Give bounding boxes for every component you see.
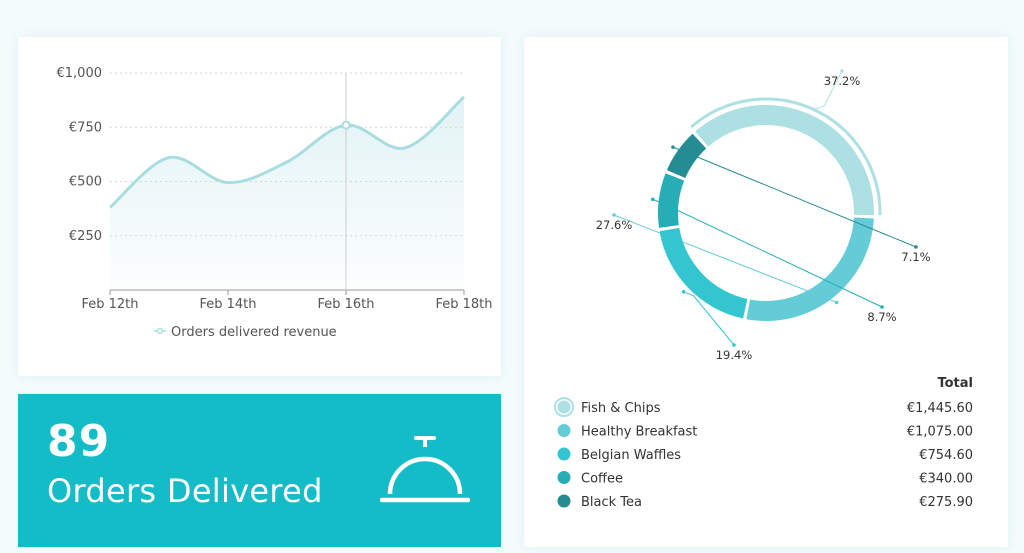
orders-delivered-count: 89 [47, 416, 111, 467]
y-tick-label: €1,000 [57, 66, 103, 81]
leader-end-dot [840, 69, 844, 73]
revenue-line-chart: €250 €500 €750 €1,000 Feb 12th Feb 14th Feb 16… [57, 66, 493, 340]
x-tick-label: Feb 12th [81, 297, 138, 312]
legend-swatch-ring [554, 397, 574, 417]
x-tick-label: Feb 14th [199, 297, 256, 312]
slice-percent-label: 27.6% [596, 218, 633, 232]
legend-item-label: Belgian Waffles [581, 448, 681, 463]
revenue-area-fill [110, 96, 464, 290]
donut-slice [659, 227, 748, 319]
legend-total-header: Total [937, 376, 973, 391]
donut-legend: Total Fish & Chips €1,445.60 Healthy Breakf… [554, 376, 973, 510]
revenue-line-chart-card: €250 €500 €750 €1,000 Feb 12th Feb 14th Feb 16… [18, 37, 501, 376]
leader-end-dot [880, 305, 884, 309]
y-tick-label: €500 [69, 175, 102, 190]
leader-dot [681, 289, 686, 294]
legend-item-total: €340.00 [919, 472, 973, 487]
slice-percent-label: 19.4% [716, 348, 753, 362]
legend-swatch [557, 494, 571, 508]
leader-line [672, 146, 917, 248]
legend-item-total: €754.60 [919, 448, 973, 463]
slice-percent-label: 37.2% [824, 74, 861, 88]
legend-swatch [557, 447, 571, 461]
orders-delivered-card: 89 Orders Delivered [18, 394, 501, 547]
donut-slice [746, 217, 874, 321]
legend-swatch [557, 471, 571, 484]
leader-dot [834, 300, 839, 305]
leader-dot [671, 145, 675, 149]
slice-percent-label: 8.7% [867, 310, 896, 324]
y-tick-label: €250 [69, 229, 102, 244]
leader-line [814, 70, 843, 111]
slice-percent-label: 7.1% [901, 250, 930, 264]
legend-item-total: €1,445.60 [907, 401, 973, 416]
legend-swatch [557, 400, 571, 414]
legend-series-name: Orders delivered revenue [171, 325, 337, 340]
legend-item-label: Fish & Chips [581, 401, 661, 416]
donut-slice [695, 105, 874, 216]
donut-slice [658, 173, 685, 228]
legend-item-total: €1,075.00 [907, 425, 973, 440]
leader-end-dot [732, 343, 736, 347]
y-tick-label: €750 [69, 120, 102, 135]
category-donut-chart-card: 37.2% 27.6% 19.4% 8.7% 7.1% Total Fish & Chips… [524, 37, 1008, 547]
leader-line [652, 198, 883, 308]
leader-line [613, 214, 837, 303]
hover-data-point [341, 120, 351, 130]
orders-delivered-label: Orders Delivered [47, 472, 323, 510]
legend-item-label: Coffee [581, 472, 623, 487]
leader-line [683, 291, 735, 346]
legend-swatch [557, 424, 571, 437]
legend-item-label: Healthy Breakfast [581, 425, 697, 440]
revenue-series-line [108, 95, 466, 209]
x-tick-label: Feb 16th [317, 297, 374, 312]
service-bell-icon [380, 436, 470, 503]
leader-end-dot [612, 213, 616, 217]
legend-item-total: €275.90 [919, 495, 973, 510]
donut-slice [666, 133, 707, 179]
legend-item-label: Black Tea [581, 495, 642, 510]
legend-point-swatch [156, 327, 164, 335]
category-donut-chart: 37.2% 27.6% 19.4% 8.7% 7.1% Total Fish & Chips… [554, 69, 973, 510]
x-tick-label: Feb 18th [435, 297, 492, 312]
leader-end-dot [914, 245, 918, 249]
line-chart-legend: Orders delivered revenue [154, 325, 337, 340]
